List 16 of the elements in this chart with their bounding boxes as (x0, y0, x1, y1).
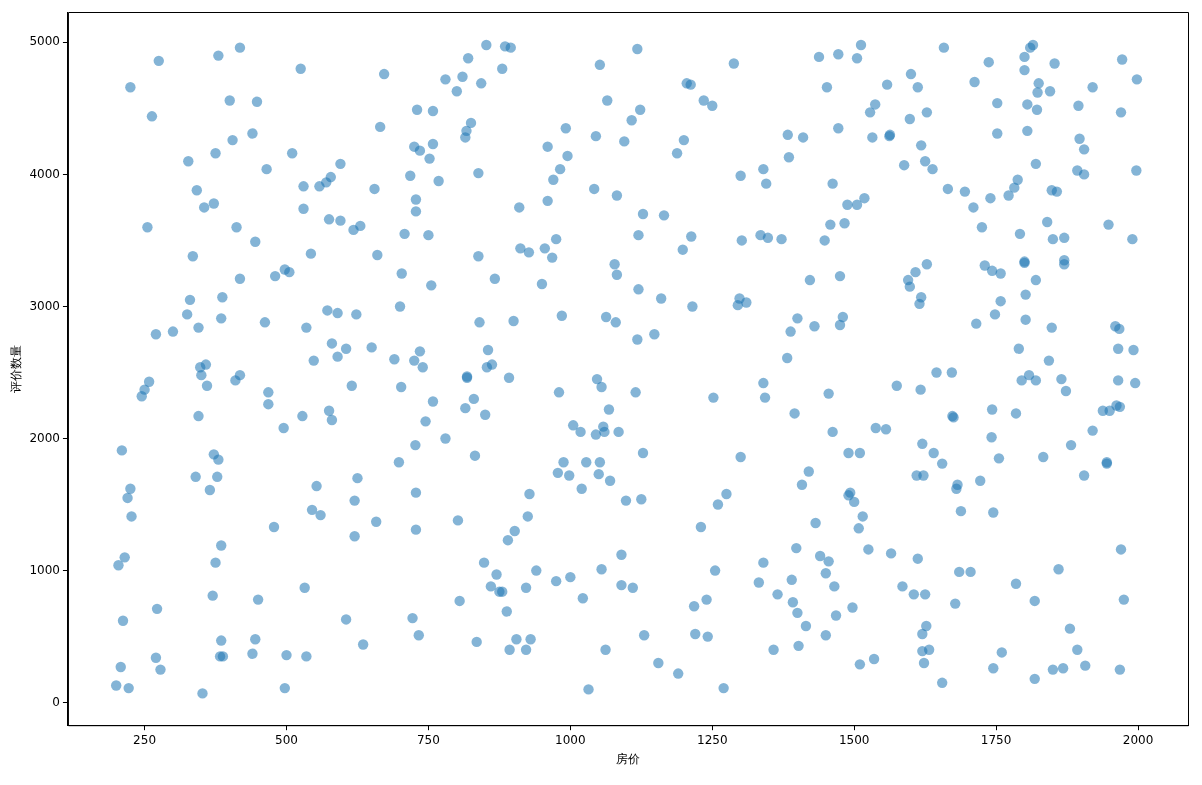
y-tick-label: 0 (52, 694, 60, 709)
x-tick-label: 1750 (980, 732, 1012, 747)
x-tick-label: 500 (275, 732, 298, 747)
y-tick-label: 1000 (29, 562, 60, 577)
x-tick-label: 750 (416, 732, 440, 747)
x-tick-label: 1000 (555, 732, 586, 747)
x-tick-label: 1500 (838, 732, 870, 747)
y-tick-label: 5000 (29, 34, 60, 49)
y-tick-label: 3000 (29, 298, 60, 313)
x-tick-label: 250 (133, 732, 157, 747)
y-axis-title: 评价数量 (9, 344, 24, 393)
x-tick-label: 2000 (1122, 732, 1154, 747)
x-axis-title: 房价 (615, 751, 640, 766)
y-tick-label: 4000 (29, 166, 60, 181)
x-tick-label: 1250 (697, 732, 728, 747)
y-tick-label: 2000 (29, 430, 60, 445)
